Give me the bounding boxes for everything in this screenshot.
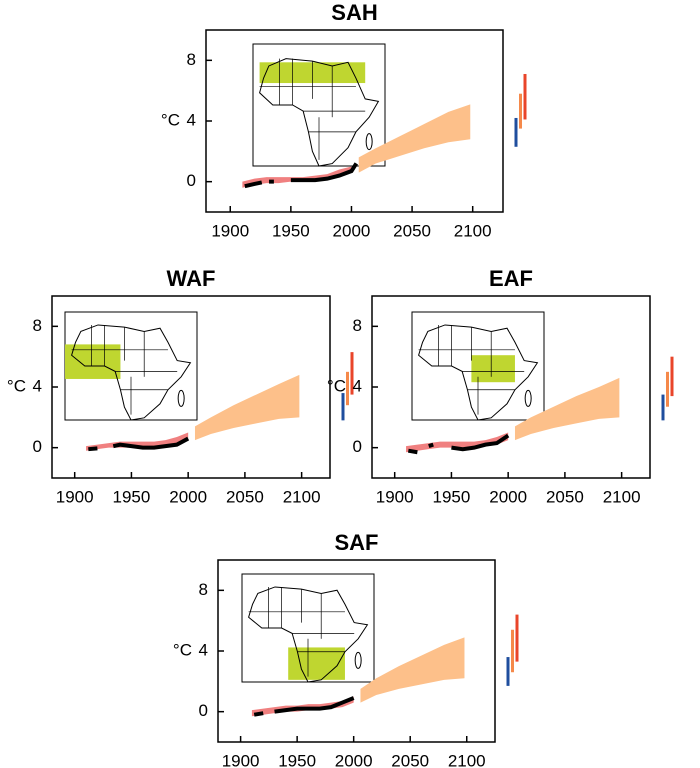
x-tick-label: 2000 (335, 751, 373, 768)
y-tick-label: 4 (353, 376, 362, 395)
observed-line (407, 433, 510, 455)
island (524, 389, 532, 407)
region-highlight (471, 355, 515, 383)
x-tick-label: 1900 (56, 487, 94, 506)
x-tick-label: 1950 (113, 487, 151, 506)
x-tick-label: 1950 (433, 487, 471, 506)
range-band (358, 104, 471, 173)
x-tick-label: 2050 (546, 487, 584, 506)
y-tick-label: 0 (33, 437, 42, 456)
y-tick-label: 0 (187, 171, 196, 190)
island (354, 651, 362, 669)
y-axis-label: °C (161, 110, 180, 129)
y-tick-label: 8 (199, 580, 208, 599)
chart-panel: 1900 1950 2000 2050 2100 0 4 8 °C WAF (7, 266, 354, 506)
range-band (360, 637, 465, 703)
y-tick-label: 8 (33, 316, 42, 335)
range-band (194, 374, 300, 441)
y-tick-label: 8 (353, 316, 362, 335)
x-tick-label: 1950 (278, 751, 316, 768)
chart-panel: 1900 1950 2000 2050 2100 0 4 8 °C SAF (173, 530, 519, 768)
x-tick-label: 2100 (283, 487, 321, 506)
x-tick-label: 2100 (603, 487, 641, 506)
x-tick-label: 2050 (226, 487, 264, 506)
island (177, 389, 185, 407)
y-tick-label: 0 (353, 437, 362, 456)
chart-title: EAF (489, 266, 533, 291)
chart-title: SAH (331, 0, 377, 25)
y-axis-label: °C (7, 376, 26, 395)
x-tick-label: 1900 (376, 487, 414, 506)
y-tick-label: 4 (33, 376, 42, 395)
chart-title: WAF (167, 266, 216, 291)
y-tick-label: 4 (187, 110, 196, 129)
x-tick-label: 2100 (448, 751, 486, 768)
x-tick-label: 2050 (393, 221, 431, 240)
x-tick-label: 2000 (333, 221, 371, 240)
observed-line (88, 436, 190, 452)
x-tick-label: 2000 (169, 487, 207, 506)
chart-title: SAF (335, 530, 379, 555)
chart-panel: 1900 1950 2000 2050 2100 0 4 8 °C EAF (327, 266, 674, 506)
x-tick-label: 1900 (222, 751, 260, 768)
observed-line (244, 162, 359, 189)
y-axis-label: °C (327, 376, 346, 395)
x-tick-label: 1900 (211, 221, 249, 240)
y-tick-label: 8 (187, 50, 196, 69)
x-tick-label: 2000 (489, 487, 527, 506)
y-axis-label: °C (173, 640, 192, 659)
y-tick-label: 4 (199, 640, 208, 659)
region-highlight (65, 344, 121, 379)
island (365, 133, 373, 151)
region-highlight (288, 647, 345, 680)
chart-panel: 1900 1950 2000 2050 2100 0 4 8 °C SAH (161, 0, 527, 240)
observed-line (253, 696, 355, 717)
y-tick-label: 0 (199, 701, 208, 720)
x-tick-label: 2050 (391, 751, 429, 768)
x-tick-label: 1950 (272, 221, 310, 240)
range-band (514, 377, 620, 441)
x-tick-label: 2100 (454, 221, 492, 240)
